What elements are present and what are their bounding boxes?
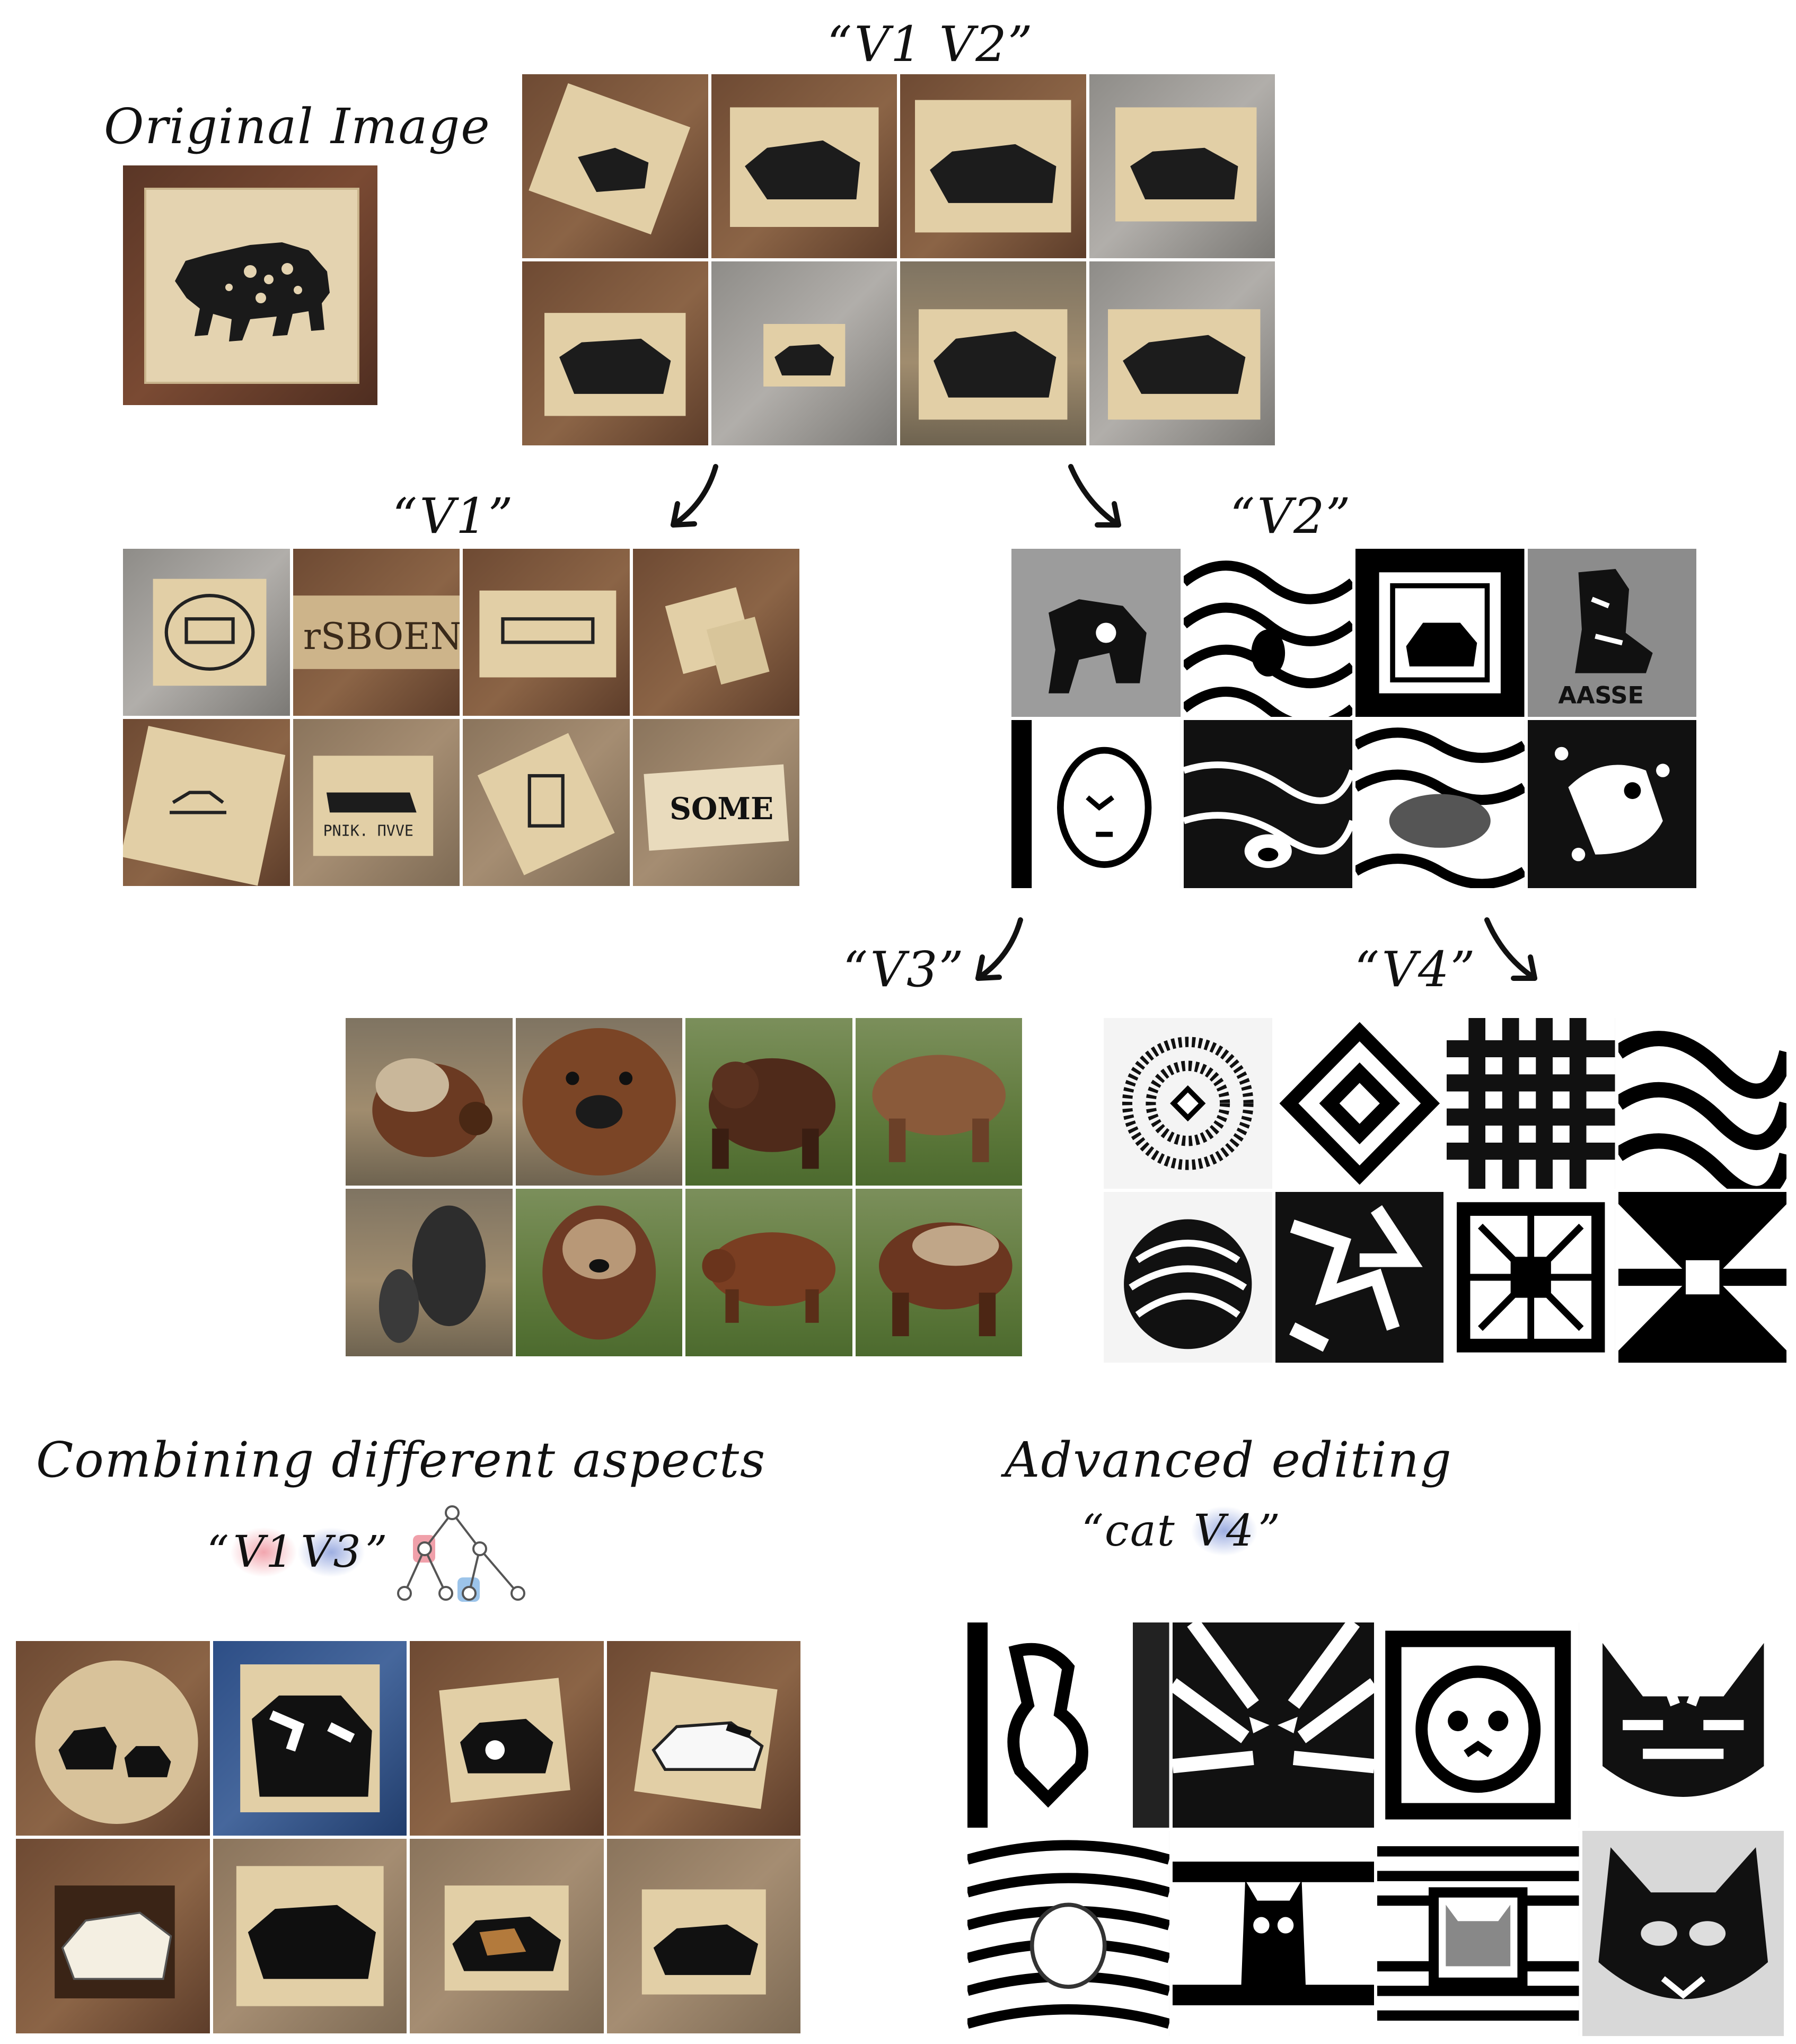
bear-icon <box>175 242 330 341</box>
image-tile <box>967 1622 1169 1828</box>
image-tile <box>855 1189 1022 1356</box>
image-tile <box>515 1189 682 1356</box>
image-tile <box>1618 1018 1786 1189</box>
image-tile <box>1104 1192 1272 1363</box>
curved-arrow-icon <box>671 464 718 528</box>
image-tile <box>1089 261 1275 445</box>
prompt-quote-open: “ <box>207 1527 230 1577</box>
prompt-quote-close: ” <box>365 1527 389 1577</box>
v1v2-grid <box>522 74 1275 445</box>
image-tile <box>855 1018 1022 1186</box>
v4-grid <box>1104 1018 1786 1363</box>
svg-text:PNIK. ПVVE: PNIK. ПVVE <box>323 822 413 839</box>
token-v4: V4 <box>1190 1506 1258 1556</box>
prompt-text: “cat <box>1081 1506 1191 1556</box>
image-tile: rSBOEN <box>293 549 460 716</box>
tree-diagram-icon <box>397 1505 525 1602</box>
image-tile: SOME <box>632 719 799 886</box>
svg-text:SOME: SOME <box>670 792 773 827</box>
image-tile <box>16 1641 210 1836</box>
image-tile <box>900 261 1086 445</box>
combined-grid <box>16 1641 800 2033</box>
image-tile <box>522 74 708 258</box>
image-tile <box>1618 1192 1786 1363</box>
v2-label: “V2” <box>1230 488 1352 545</box>
curved-arrow-icon <box>1068 464 1121 528</box>
image-tile: AASSE <box>1527 549 1696 717</box>
token-v1: V1 <box>230 1527 298 1577</box>
image-tile <box>1275 1192 1443 1363</box>
combined-prompt: “V1 V3” <box>207 1527 389 1577</box>
v3-label: “V3” <box>843 941 965 998</box>
image-tile <box>1377 1622 1579 1828</box>
curved-arrow-icon <box>975 917 1023 981</box>
image-tile <box>463 549 630 716</box>
image-tile <box>685 1189 852 1356</box>
image-tile <box>123 719 290 886</box>
image-tile <box>410 1839 604 2033</box>
cat-grid <box>967 1622 1784 2036</box>
image-tile <box>1377 1831 1579 2036</box>
image-tile <box>1104 1018 1272 1189</box>
image-tile <box>1011 549 1181 717</box>
image-tile <box>463 719 630 886</box>
image-tile <box>1183 720 1352 888</box>
image-tile <box>410 1641 604 1836</box>
image-tile <box>606 1641 800 1836</box>
token-v3: V3 <box>297 1527 365 1577</box>
image-tile <box>1275 1018 1443 1189</box>
image-tile <box>1011 720 1181 888</box>
v1-grid: rSBOEN PNIK. ПVVE SOME <box>123 549 799 886</box>
image-tile <box>632 549 799 716</box>
image-tile <box>1355 549 1525 717</box>
svg-text:AASSE: AASSE <box>1558 682 1644 709</box>
svg-text:rSBOEN: rSBOEN <box>303 616 460 658</box>
image-tile <box>213 1839 407 2033</box>
image-tile <box>1089 74 1275 258</box>
image-tile <box>346 1189 513 1356</box>
combining-heading: Combining different aspects <box>36 1432 767 1488</box>
image-tile <box>1582 1622 1784 1828</box>
image-tile <box>16 1839 210 2033</box>
image-tile <box>967 1831 1169 2036</box>
curved-arrow-icon <box>1484 917 1537 981</box>
image-tile: PNIK. ПVVE <box>293 719 460 886</box>
image-tile <box>900 74 1086 258</box>
v3-grid <box>346 1018 1022 1356</box>
image-tile <box>1183 549 1352 717</box>
image-tile <box>1582 1831 1784 2036</box>
image-tile <box>711 261 897 445</box>
image-tile <box>213 1641 407 1836</box>
image-tile <box>346 1018 513 1186</box>
image-tile <box>1447 1192 1615 1363</box>
image-tile <box>1172 1831 1374 2036</box>
image-tile <box>711 74 897 258</box>
image-tile <box>685 1018 852 1186</box>
image-tile <box>1172 1622 1374 1828</box>
image-tile <box>1355 720 1525 888</box>
image-tile <box>123 549 290 716</box>
image-tile <box>1447 1018 1615 1189</box>
image-tile <box>606 1839 800 2033</box>
image-tile <box>522 261 708 445</box>
v2-grid: AASSE <box>1011 549 1696 888</box>
v1v2-label: “V1 V2” <box>827 16 1034 73</box>
v4-label: “V4” <box>1354 941 1476 998</box>
original-image <box>123 165 377 405</box>
original-image-label: Original Image <box>104 98 491 155</box>
prompt-quote-close: ” <box>1258 1506 1282 1556</box>
v1-label: “V1” <box>392 488 514 545</box>
cat-prompt: “cat V4” <box>1081 1506 1281 1556</box>
image-tile <box>515 1018 682 1186</box>
advanced-heading: Advanced editing <box>1005 1432 1452 1488</box>
image-tile <box>1527 720 1696 888</box>
